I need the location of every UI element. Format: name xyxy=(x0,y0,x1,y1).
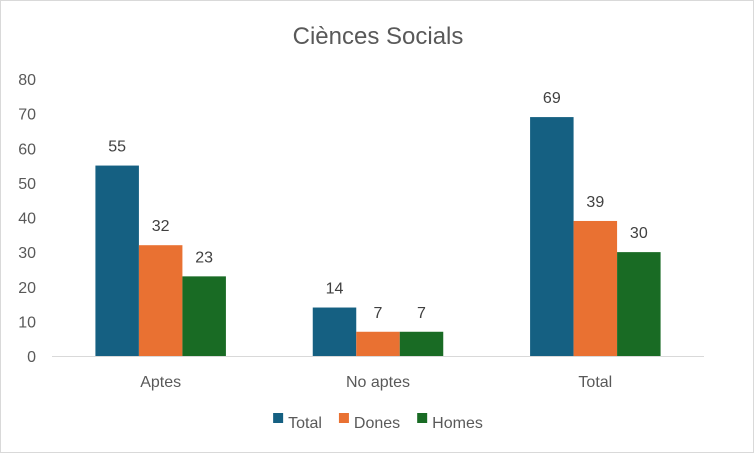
y-tick-label-50: 50 xyxy=(18,176,36,193)
data-label-total-homes: 30 xyxy=(630,225,648,242)
data-label-aptes-total: 55 xyxy=(108,139,126,156)
y-tick-label-30: 30 xyxy=(18,245,36,262)
legend-swatch-homes xyxy=(417,413,428,423)
bar-aptes-total xyxy=(95,165,139,356)
bar-total-dones xyxy=(573,220,618,356)
y-tick-label-20: 20 xyxy=(18,280,36,297)
data-label-aptes-homes: 23 xyxy=(195,249,213,266)
legend-label-dones: Dones xyxy=(354,415,400,432)
legend-swatch-total xyxy=(273,413,284,423)
bars xyxy=(95,117,661,357)
y-tick-label-10: 10 xyxy=(18,314,36,331)
bar-no-aptes-total xyxy=(312,307,357,356)
bar-total-total xyxy=(530,117,574,357)
data-label-total-dones: 39 xyxy=(586,194,604,211)
y-tick-label-40: 40 xyxy=(18,211,36,228)
legend-swatch-dones xyxy=(338,413,349,423)
legend: Total Dones Homes xyxy=(273,413,483,432)
x-tick-label-total: Total xyxy=(578,374,612,391)
bar-total-homes xyxy=(617,252,661,356)
data-label-aptes-dones: 32 xyxy=(152,218,170,235)
chart-title: Ciènces Socials xyxy=(293,23,464,50)
data-label-total-total: 69 xyxy=(543,90,561,107)
bar-no-aptes-dones xyxy=(356,331,400,356)
legend-label-total: Total xyxy=(288,415,322,432)
y-axis: 0 10 20 30 40 50 60 70 80 xyxy=(18,72,36,366)
x-tick-label-aptes: Aptes xyxy=(140,374,181,391)
data-labels: 55 32 23 14 7 7 69 39 30 xyxy=(108,90,648,322)
bar-aptes-dones xyxy=(138,245,183,356)
x-tick-label-no-aptes: No aptes xyxy=(346,374,410,391)
y-tick-label-60: 60 xyxy=(18,141,36,158)
y-tick-label-80: 80 xyxy=(18,72,36,89)
x-axis: Aptes No aptes Total xyxy=(140,374,612,391)
legend-label-homes: Homes xyxy=(432,415,483,432)
data-label-no-aptes-homes: 7 xyxy=(417,305,426,322)
data-label-no-aptes-total: 14 xyxy=(326,281,344,298)
bar-aptes-homes xyxy=(182,276,226,356)
y-tick-label-70: 70 xyxy=(18,107,36,124)
y-tick-label-0: 0 xyxy=(27,349,36,366)
bar-no-aptes-homes xyxy=(399,331,444,356)
data-label-no-aptes-dones: 7 xyxy=(374,305,383,322)
